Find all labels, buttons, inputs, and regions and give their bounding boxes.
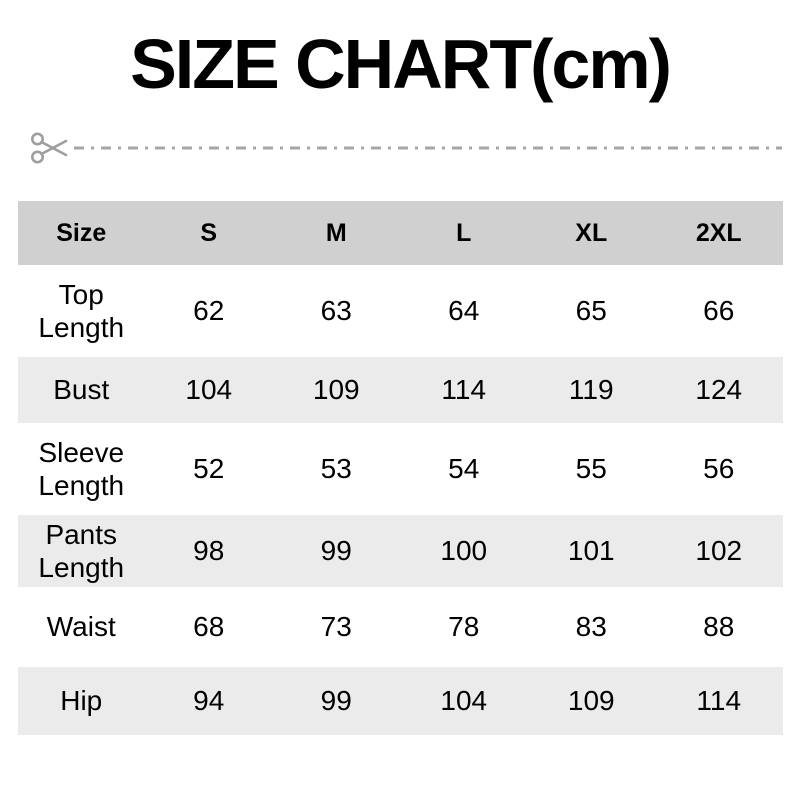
table-row-pants-length: Pants Length 98 99 100 101 102	[17, 515, 783, 587]
table-row-bust: Bust 104 109 114 119 124	[17, 357, 783, 423]
row-label: Hip	[17, 667, 145, 735]
column-header-size: Size	[17, 201, 145, 265]
column-header-s: S	[145, 201, 273, 265]
row-label-text: Sleeve Length	[38, 436, 125, 501]
value-cell: 99	[272, 667, 400, 735]
table-row-hip: Hip 94 99 104 109 114	[17, 667, 783, 735]
value-cell: 99	[272, 515, 400, 587]
value-cell: 94	[145, 667, 273, 735]
value-cell: 68	[193, 611, 225, 642]
dashed-cut-line	[74, 146, 782, 150]
value-cell: 63	[320, 295, 352, 326]
scissors-icon	[31, 132, 68, 164]
value-cell: 73	[320, 611, 352, 642]
value-cell: 114	[400, 357, 528, 423]
value-cell: 98	[145, 515, 273, 587]
row-label-text: Pants Length	[38, 518, 125, 583]
row-label: Waist	[18, 594, 146, 660]
value-cell: 55	[575, 453, 607, 484]
value-cell: 104	[400, 667, 528, 735]
value-cell: 53	[320, 453, 352, 484]
cut-here-divider	[30, 131, 782, 165]
value-cell: 64	[448, 295, 480, 326]
table-row-waist: Waist 68 73 78 83 88	[18, 594, 783, 660]
value-cell: 109	[272, 357, 400, 423]
value-cell: 114	[655, 667, 783, 735]
column-header-l: L	[400, 201, 528, 265]
value-cell: 88	[703, 611, 735, 642]
value-cell: 119	[527, 357, 655, 423]
size-chart-table: Size S M L XL 2XL Top Length 62 63 64 65…	[17, 194, 783, 742]
column-header-xl: XL	[527, 201, 655, 265]
value-cell: 52	[193, 453, 225, 484]
table-row-top-length: Top Length 62 63 64 65 66	[18, 272, 783, 350]
value-cell: 78	[448, 611, 480, 642]
table-header-row: Size S M L XL 2XL	[17, 201, 783, 265]
value-cell: 104	[145, 357, 273, 423]
value-cell: 83	[575, 611, 607, 642]
table-row-sleeve-length: Sleeve Length 52 53 54 55 56	[18, 430, 783, 508]
value-cell: 65	[575, 295, 607, 326]
row-label-text: Hip	[60, 685, 103, 717]
row-label: Bust	[17, 357, 145, 423]
value-cell: 100	[400, 515, 528, 587]
row-label-text: Bust	[53, 374, 110, 406]
row-label-text: Top Length	[38, 278, 125, 343]
value-cell: 56	[703, 453, 735, 484]
value-cell: 102	[655, 515, 783, 587]
row-label-text: Waist	[46, 611, 116, 643]
row-label: Pants Length	[17, 515, 145, 587]
value-cell: 101	[527, 515, 655, 587]
value-cell: 66	[703, 295, 735, 326]
value-cell: 124	[655, 357, 783, 423]
value-cell: 62	[193, 295, 225, 326]
page-title: SIZE CHART(cm)	[130, 25, 672, 103]
value-cell: 54	[448, 453, 480, 484]
row-label: Sleeve Length	[18, 430, 146, 508]
column-header-2xl: 2XL	[655, 201, 783, 265]
value-cell: 109	[527, 667, 655, 735]
column-header-m: M	[272, 201, 400, 265]
row-label: Top Length	[18, 272, 146, 350]
